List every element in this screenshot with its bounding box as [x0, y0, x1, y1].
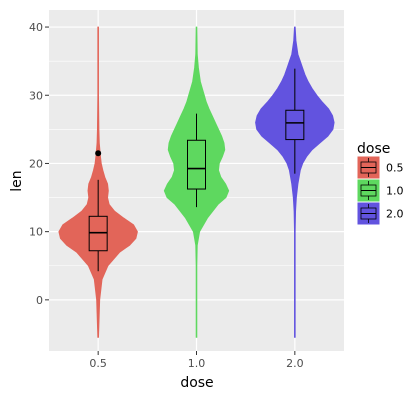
boxplots — [88, 68, 305, 272]
legend-item-0.5: 0.5 — [356, 155, 404, 180]
box — [187, 139, 206, 190]
y-tick-label: 10 — [29, 226, 43, 239]
y-tick-label: 40 — [29, 21, 43, 34]
x-tick-label: 2.0 — [286, 357, 304, 370]
outlier-point — [95, 150, 102, 157]
box — [88, 215, 108, 252]
legend: dose 0.5 1.0 2.0 — [356, 141, 404, 226]
legend-item-1.0: 1.0 — [356, 178, 404, 203]
boxplot-1.0 — [187, 113, 206, 208]
y-tick-label: 30 — [29, 89, 43, 102]
x-axis-title: dose — [180, 375, 213, 391]
box — [285, 109, 305, 141]
legend-label: 2.0 — [386, 208, 404, 221]
x-tick-label: 0.5 — [89, 357, 107, 370]
legend-label: 1.0 — [386, 185, 404, 198]
x-tick-label: 1.0 — [188, 357, 206, 370]
boxplot-0.5 — [88, 150, 108, 272]
legend-label: 0.5 — [386, 162, 404, 175]
legend-item-2.0: 2.0 — [356, 201, 404, 226]
y-tick-label: 0 — [36, 294, 43, 307]
y-tick-label: 20 — [29, 157, 43, 170]
legend-title: dose — [357, 141, 390, 157]
boxplot-2.0 — [285, 68, 305, 174]
axes: 0 10 20 30 40 0.5 1.0 2.0 — [29, 21, 304, 370]
violin-2.0 — [255, 26, 335, 338]
y-axis-title: len — [9, 170, 25, 191]
